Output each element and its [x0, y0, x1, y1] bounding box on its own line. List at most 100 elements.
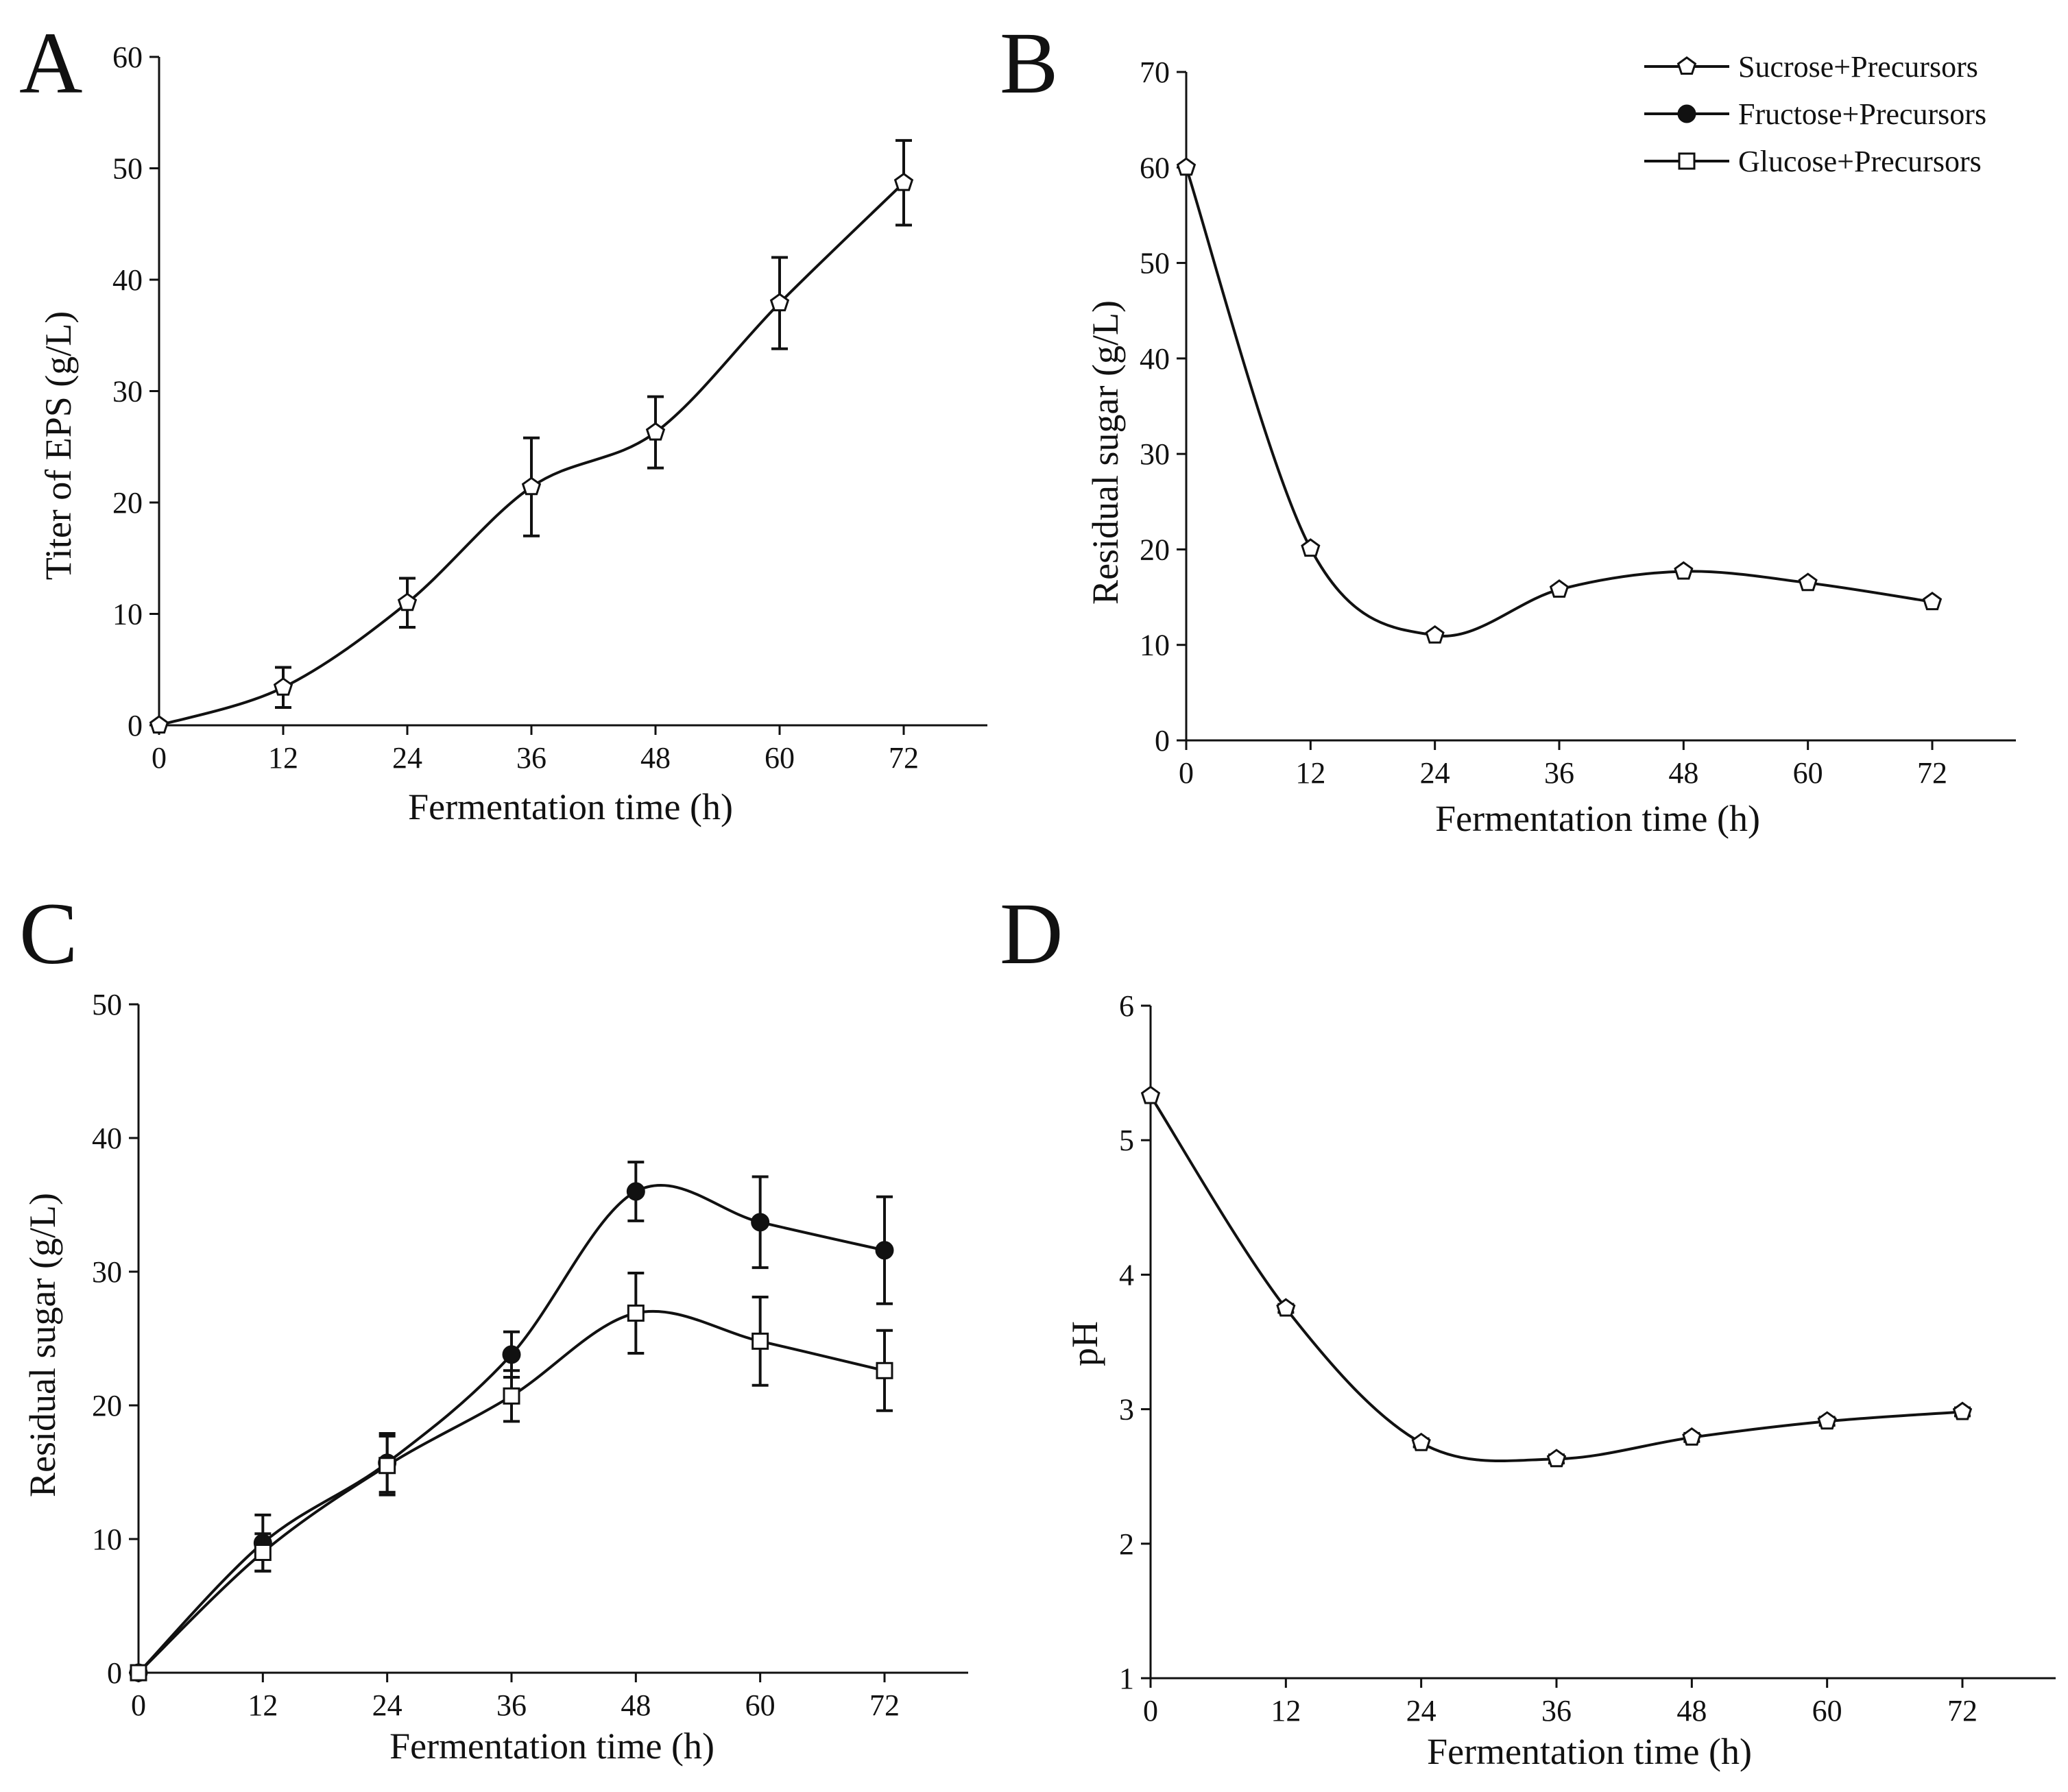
panel-a-y-tick-label: 40	[112, 263, 143, 297]
panel-a-letter: A	[19, 14, 82, 112]
panel-c-y-tick-label: 10	[92, 1523, 122, 1556]
panel-b-y-tick-label: 40	[1140, 342, 1170, 376]
panel-b-x-tick-label: 36	[1544, 756, 1574, 790]
panel-a-sucrose-data-point	[521, 476, 542, 496]
panel-c-x-tick-label: 0	[131, 1688, 146, 1722]
panel-c-glucose-data-point	[752, 1332, 769, 1350]
panel-c-glucose-data-point	[130, 1664, 147, 1682]
panel-c-glucose-data-point	[378, 1457, 396, 1475]
legend-marker-fructose	[1677, 104, 1696, 123]
panel-a-sucrose-data-point	[769, 293, 790, 312]
panel-c-y-tick-label: 20	[92, 1389, 122, 1422]
panel-c-y-axis-title: Residual sugar (g/L)	[22, 1193, 63, 1497]
panel-d-y-tick-label: 4	[1119, 1258, 1134, 1292]
panel-a-sucrose-data-point	[273, 677, 293, 696]
panel-b-sucrose-data-point	[1301, 538, 1321, 557]
panel-a-y-tick-label: 50	[112, 152, 143, 186]
panel-d-y-tick-label: 1	[1119, 1662, 1134, 1695]
panel-b-sucrose-series-line	[1185, 167, 1933, 638]
panel-c-fructose-data-point	[502, 1345, 521, 1364]
panel-d-sucrose-data-point	[1276, 1298, 1296, 1317]
panel-d-sucrose-data-point	[1682, 1427, 1702, 1446]
panel-c-x-axis-title: Fermentation time (h)	[389, 1726, 714, 1767]
panel-c-glucose-data-point	[876, 1361, 893, 1379]
legend-label-glucose: Glucose+Precursors	[1738, 145, 1982, 178]
panel-c-x-tick-label: 48	[621, 1688, 651, 1722]
panel-d-y-tick-label: 3	[1119, 1393, 1134, 1427]
panel-c: C Fermentation time (h) Residual sugar (…	[19, 885, 968, 1767]
panel-b: B Fermentation time (h) Residual sugar (…	[1000, 14, 2016, 839]
panel-c-y-tick-label: 40	[92, 1122, 122, 1155]
panel-a-sucrose-data-point	[397, 592, 418, 612]
panel-c-x-tick-label: 36	[496, 1688, 527, 1722]
panel-d-x-tick-label: 48	[1676, 1694, 1707, 1728]
panel-c-glucose-data-point	[503, 1387, 520, 1405]
panel-b-legend: Sucrose+Precursors Fructose+Precursors G…	[1644, 50, 1986, 178]
panel-d: D Fermentation time (h) pH 0 12 24 36 48 60 72…	[1000, 885, 2056, 1772]
panel-b-x-tick-label: 48	[1668, 756, 1698, 790]
panel-c-y-tick-label: 30	[92, 1255, 122, 1289]
panel-d-sucrose-data-point	[1817, 1411, 1837, 1430]
panel-b-x-tick-label: 72	[1917, 756, 1947, 790]
panel-b-letter: B	[1000, 14, 1058, 112]
panel-c-plot: 0 12 24 36 48 60 72 0 10 20 30 40 50	[92, 988, 968, 1722]
panel-b-x-tick-label: 0	[1179, 756, 1194, 790]
panel-b-y-tick-label: 10	[1140, 629, 1170, 662]
panel-c-x-tick-label: 12	[248, 1688, 278, 1722]
legend-label-sucrose: Sucrose+Precursors	[1738, 50, 1978, 84]
panel-b-y-tick-label: 0	[1155, 724, 1170, 758]
panel-b-sucrose-data-point	[1549, 579, 1570, 598]
panel-a-x-tick-label: 24	[392, 741, 422, 775]
panel-b-y-tick-label: 70	[1140, 56, 1170, 89]
panel-a-plot: 0 12 24 36 48 60 72 0 10 20 30 40 50 60	[112, 40, 987, 775]
panel-c-letter: C	[19, 885, 77, 982]
panel-a-y-tick-label: 20	[112, 486, 143, 520]
panel-c-fructose-data-point	[875, 1241, 894, 1260]
panel-c-fructose-data-point	[626, 1182, 645, 1201]
panel-c-glucose-data-point	[627, 1304, 645, 1322]
panel-d-sucrose-data-point	[1546, 1449, 1567, 1468]
panel-b-plot: 0 12 24 36 48 60 72 0 10 20 30 40 50 60 70	[1140, 56, 2016, 790]
panel-a-x-tick-label: 36	[516, 741, 546, 775]
panel-a-x-tick-label: 72	[889, 741, 919, 775]
panel-b-sucrose-data-point	[1674, 561, 1694, 580]
panel-b-sucrose-data-point	[1425, 625, 1445, 644]
legend-marker-sucrose	[1676, 56, 1697, 75]
panel-b-sucrose-data-point	[1922, 592, 1943, 611]
panel-b-sucrose-data-point	[1798, 572, 1818, 592]
panel-b-y-tick-label: 50	[1140, 247, 1170, 280]
panel-d-y-axis-title: pH	[1064, 1321, 1105, 1366]
legend-label-fructose: Fructose+Precursors	[1738, 97, 1986, 131]
panel-b-x-tick-label: 60	[1793, 756, 1823, 790]
panel-a-y-tick-label: 30	[112, 375, 143, 409]
panel-b-x-axis-title: Fermentation time (h)	[1435, 798, 1760, 839]
panel-d-x-tick-label: 60	[1812, 1694, 1842, 1728]
panel-a-y-tick-label: 10	[112, 598, 143, 631]
panel-c-y-tick-label: 50	[92, 988, 122, 1021]
panel-d-x-tick-label: 0	[1143, 1694, 1158, 1728]
panel-d-sucrose-data-point	[1952, 1401, 1973, 1420]
panel-d-letter: D	[1000, 885, 1063, 982]
panel-a-x-tick-label: 48	[640, 741, 671, 775]
panel-a-x-tick-label: 12	[268, 741, 298, 775]
panel-c-fructose-data-point	[751, 1213, 770, 1232]
panel-d-y-tick-label: 5	[1119, 1124, 1134, 1157]
panel-a-y-tick-label: 60	[112, 40, 143, 74]
panel-b-y-tick-label: 30	[1140, 437, 1170, 471]
panel-b-y-axis-title: Residual sugar (g/L)	[1085, 300, 1126, 605]
panel-d-sucrose-data-point	[1140, 1085, 1161, 1104]
panel-c-x-tick-label: 72	[869, 1688, 900, 1722]
panel-a-x-tick-label: 0	[152, 741, 167, 775]
panel-b-y-tick-label: 60	[1140, 151, 1170, 184]
panel-a-sucrose-data-point	[149, 715, 169, 734]
panel-a-y-tick-label: 0	[128, 709, 143, 742]
panel-b-y-tick-label: 20	[1140, 533, 1170, 566]
panel-c-y-tick-label: 0	[107, 1656, 122, 1690]
panel-d-y-tick-label: 6	[1119, 989, 1134, 1023]
panel-a: A Fermentation time (h) Titer of EPS (g/…	[19, 14, 987, 827]
panel-a-x-tick-label: 60	[765, 741, 795, 775]
panel-a-y-axis-title: Titer of EPS (g/L)	[38, 311, 79, 581]
panel-d-x-tick-label: 72	[1947, 1694, 1977, 1728]
panel-d-sucrose-data-point	[1411, 1432, 1431, 1451]
